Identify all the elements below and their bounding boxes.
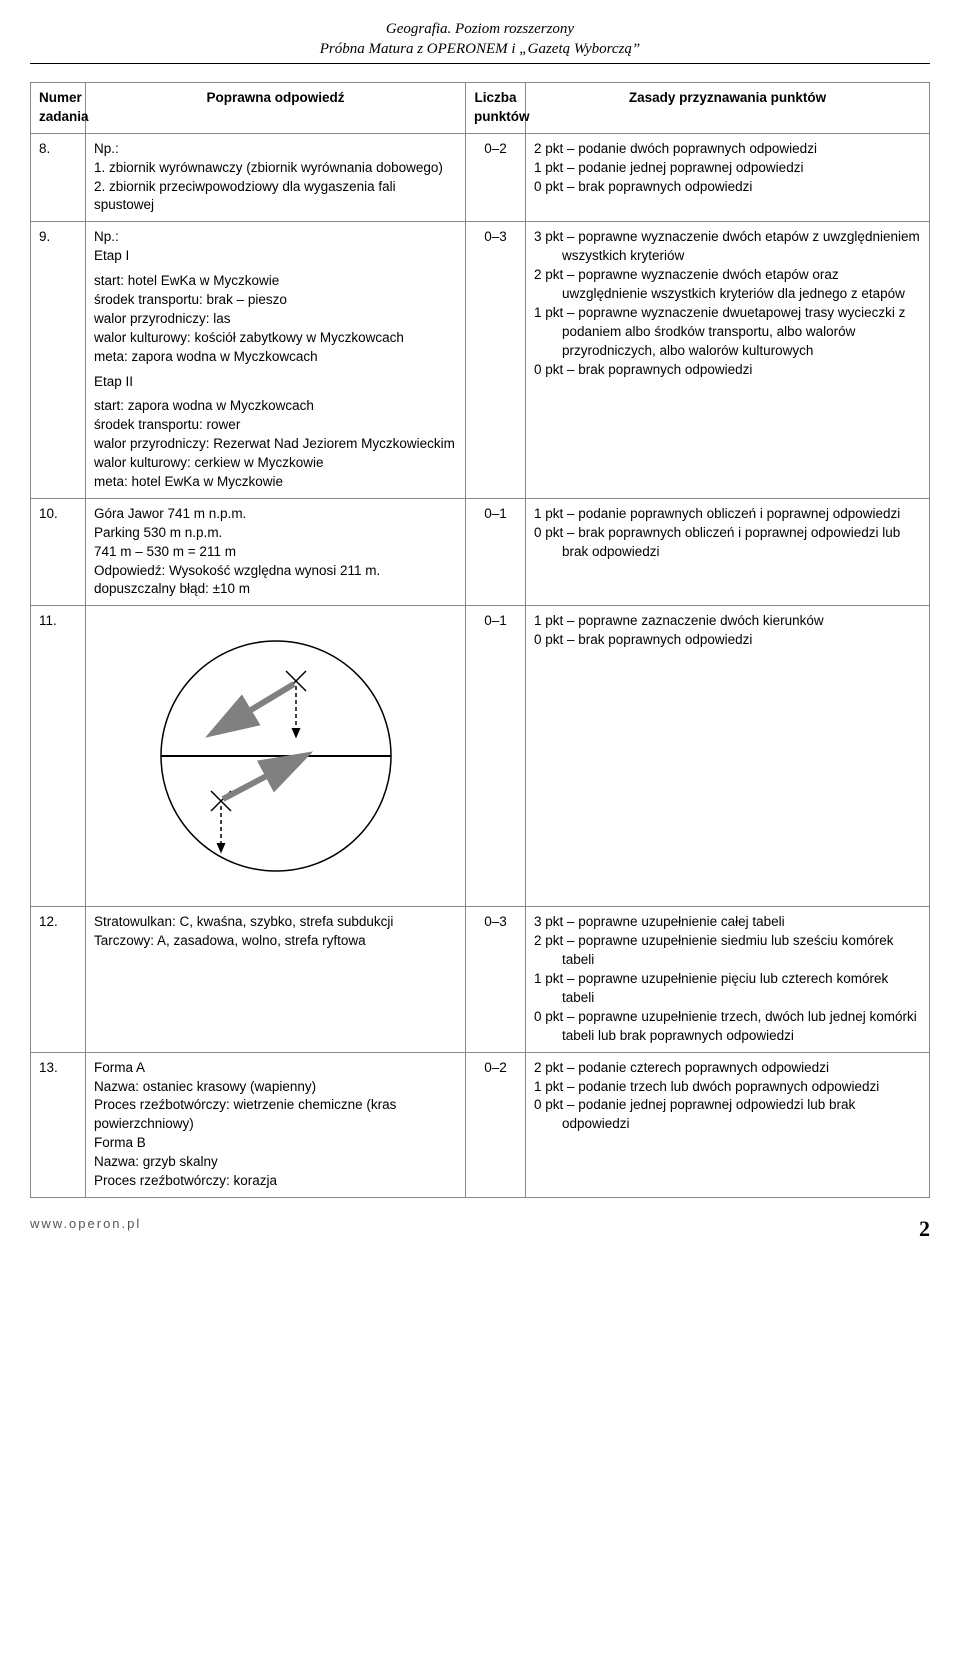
answer-line: Np.:: [94, 228, 457, 247]
task-answer: Stratowulkan: C, kwaśna, szybko, strefa …: [86, 907, 466, 1052]
answer-line: walor przyrodniczy: Rezerwat Nad Jeziore…: [94, 435, 457, 454]
task-answer: Np.: Etap I start: hotel EwKa w Myczkowi…: [86, 222, 466, 499]
globe-diagram-icon: [126, 616, 426, 896]
table-row: 9. Np.: Etap I start: hotel EwKa w Myczk…: [31, 222, 930, 499]
answer-line: 741 m – 530 m = 211 m: [94, 543, 457, 562]
answer-line: Nazwa: grzyb skalny: [94, 1153, 457, 1172]
answer-key-table: Numer zadania Poprawna odpowiedź Liczba …: [30, 82, 930, 1198]
table-row: 11.: [31, 606, 930, 907]
table-row: 13. Forma A Nazwa: ostaniec krasowy (wap…: [31, 1052, 930, 1197]
answer-line: Etap I: [94, 247, 457, 266]
task-points: 0–3: [466, 222, 526, 499]
task-number: 12.: [31, 907, 86, 1052]
task-criteria: 3 pkt – poprawne wyznaczenie dwóch etapó…: [526, 222, 930, 499]
answer-line: walor przyrodniczy: las: [94, 310, 457, 329]
task-points: 0–1: [466, 498, 526, 605]
page-footer: www.operon.pl 2: [30, 1216, 930, 1242]
col-answer: Poprawna odpowiedź: [86, 83, 466, 134]
answer-line: środek transportu: brak – pieszo: [94, 291, 457, 310]
header-line-1: Geografia. Poziom rozszerzony: [30, 20, 930, 40]
task-number: 10.: [31, 498, 86, 605]
footer-url: www.operon.pl: [30, 1216, 141, 1242]
answer-line: start: zapora wodna w Myczkowcach: [94, 397, 457, 416]
table-row: 8. Np.: 1. zbiornik wyrównawczy (zbiorni…: [31, 133, 930, 222]
answer-line: start: hotel EwKa w Myczkowie: [94, 272, 457, 291]
crit-line: 0 pkt – podanie jednej poprawnej odpowie…: [534, 1096, 921, 1134]
doc-header: Geografia. Poziom rozszerzony Próbna Mat…: [30, 20, 930, 59]
answer-line: dopuszczalny błąd: ±10 m: [94, 580, 457, 599]
answer-line: Proces rzeźbotwórczy: wietrzenie chemicz…: [94, 1096, 457, 1134]
crit-line: 0 pkt – poprawne uzupełnienie trzech, dw…: [534, 1008, 921, 1046]
crit-line: 0 pkt – brak poprawnych obliczeń i popra…: [534, 524, 921, 562]
answer-line: Etap II: [94, 373, 457, 392]
header-line-2: Próbna Matura z OPERONEM i „Gazetą Wybor…: [30, 40, 930, 60]
task-points: 0–2: [466, 1052, 526, 1197]
answer-line: Forma B: [94, 1134, 457, 1153]
task-answer-diagram: [86, 606, 466, 907]
answer-line: Tarczowy: A, zasadowa, wolno, strefa ryf…: [94, 932, 457, 951]
crit-line: 2 pkt – poprawne uzupełnienie siedmiu lu…: [534, 932, 921, 970]
col-num: Numer zadania: [31, 83, 86, 134]
task-points: 0–1: [466, 606, 526, 907]
crit-line: 1 pkt – podanie jednej poprawnej odpowie…: [534, 159, 921, 178]
crit-line: 1 pkt – poprawne zaznaczenie dwóch kieru…: [534, 612, 921, 631]
col-points: Liczba punktów: [466, 83, 526, 134]
answer-line: walor kulturowy: cerkiew w Myczkowie: [94, 454, 457, 473]
task-answer: Góra Jawor 741 m n.p.m. Parking 530 m n.…: [86, 498, 466, 605]
task-number: 9.: [31, 222, 86, 499]
task-answer: Np.: 1. zbiornik wyrównawczy (zbiornik w…: [86, 133, 466, 222]
answer-line: Proces rzeźbotwórczy: korazja: [94, 1172, 457, 1191]
crit-line: 1 pkt – poprawne wyznaczenie dwuetapowej…: [534, 304, 921, 361]
col-criteria: Zasady przyznawania punktów: [526, 83, 930, 134]
answer-line: środek transportu: rower: [94, 416, 457, 435]
answer-line: Nazwa: ostaniec krasowy (wapienny): [94, 1078, 457, 1097]
answer-line: 2. zbiornik przeciwpowodziowy dla wygasz…: [94, 178, 457, 216]
crit-line: 3 pkt – poprawne uzupełnienie całej tabe…: [534, 913, 921, 932]
task-answer: Forma A Nazwa: ostaniec krasowy (wapienn…: [86, 1052, 466, 1197]
table-row: 10. Góra Jawor 741 m n.p.m. Parking 530 …: [31, 498, 930, 605]
task-criteria: 2 pkt – podanie dwóch poprawnych odpowie…: [526, 133, 930, 222]
answer-line: walor kulturowy: kościół zabytkowy w Myc…: [94, 329, 457, 348]
task-criteria: 3 pkt – poprawne uzupełnienie całej tabe…: [526, 907, 930, 1052]
answer-line: Odpowiedź: Wysokość względna wynosi 211 …: [94, 562, 457, 581]
task-criteria: 1 pkt – podanie poprawnych obliczeń i po…: [526, 498, 930, 605]
answer-line: Góra Jawor 741 m n.p.m.: [94, 505, 457, 524]
crit-line: 0 pkt – brak poprawnych odpowiedzi: [534, 178, 921, 197]
crit-line: 2 pkt – podanie dwóch poprawnych odpowie…: [534, 140, 921, 159]
task-number: 13.: [31, 1052, 86, 1197]
page-number: 2: [919, 1216, 930, 1242]
crit-line: 0 pkt – brak poprawnych odpowiedzi: [534, 631, 921, 650]
answer-line: meta: zapora wodna w Myczkowcach: [94, 348, 457, 367]
task-number: 11.: [31, 606, 86, 907]
crit-line: 1 pkt – podanie poprawnych obliczeń i po…: [534, 505, 921, 524]
crit-line: 2 pkt – poprawne wyznaczenie dwóch etapó…: [534, 266, 921, 304]
task-number: 8.: [31, 133, 86, 222]
task-criteria: 1 pkt – poprawne zaznaczenie dwóch kieru…: [526, 606, 930, 907]
answer-line: meta: hotel EwKa w Myczkowie: [94, 473, 457, 492]
answer-line: Parking 530 m n.p.m.: [94, 524, 457, 543]
answer-line: Forma A: [94, 1059, 457, 1078]
answer-line: Stratowulkan: C, kwaśna, szybko, strefa …: [94, 913, 457, 932]
header-rule: [30, 63, 930, 64]
answer-line: Np.:: [94, 140, 457, 159]
task-points: 0–3: [466, 907, 526, 1052]
crit-line: 2 pkt – podanie czterech poprawnych odpo…: [534, 1059, 921, 1078]
crit-line: 1 pkt – podanie trzech lub dwóch poprawn…: [534, 1078, 921, 1097]
task-points: 0–2: [466, 133, 526, 222]
table-header-row: Numer zadania Poprawna odpowiedź Liczba …: [31, 83, 930, 134]
task-criteria: 2 pkt – podanie czterech poprawnych odpo…: [526, 1052, 930, 1197]
crit-line: 3 pkt – poprawne wyznaczenie dwóch etapó…: [534, 228, 921, 266]
crit-line: 1 pkt – poprawne uzupełnienie pięciu lub…: [534, 970, 921, 1008]
crit-line: 0 pkt – brak poprawnych odpowiedzi: [534, 361, 921, 380]
answer-line: 1. zbiornik wyrównawczy (zbiornik wyrówn…: [94, 159, 457, 178]
table-row: 12. Stratowulkan: C, kwaśna, szybko, str…: [31, 907, 930, 1052]
